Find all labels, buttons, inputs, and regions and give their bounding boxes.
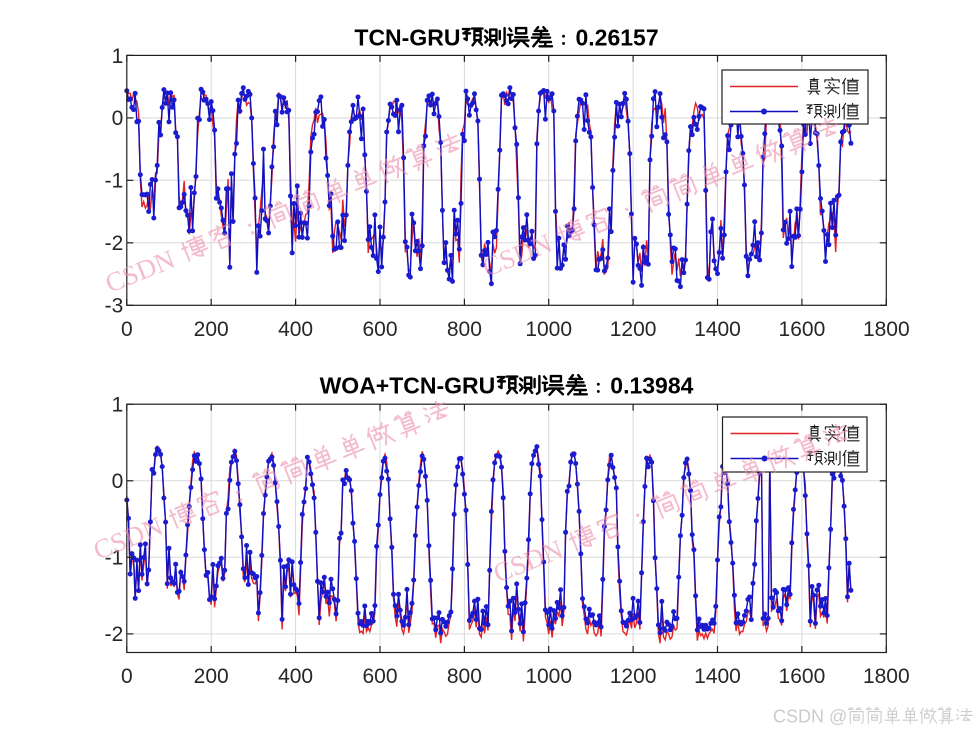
- svg-text:1400: 1400: [694, 318, 741, 341]
- svg-text:-1: -1: [105, 547, 124, 570]
- svg-text:1000: 1000: [525, 318, 572, 341]
- svg-text:0.13984: 0.13984: [610, 373, 693, 399]
- svg-text:WOA+TCN-GRU: WOA+TCN-GRU: [320, 373, 496, 399]
- svg-text:-1: -1: [105, 170, 124, 193]
- svg-text:400: 400: [278, 318, 313, 341]
- svg-text:200: 200: [194, 318, 229, 341]
- svg-text:-3: -3: [105, 295, 124, 318]
- svg-text:200: 200: [194, 665, 229, 688]
- svg-text:1800: 1800: [863, 665, 910, 688]
- svg-text:0: 0: [121, 665, 133, 688]
- svg-text:800: 800: [447, 665, 482, 688]
- svg-text:CSDN @: CSDN @: [773, 707, 847, 727]
- svg-text:0: 0: [112, 107, 124, 130]
- svg-text:1000: 1000: [525, 665, 572, 688]
- svg-text:1600: 1600: [779, 665, 826, 688]
- svg-text:0.26157: 0.26157: [576, 25, 659, 51]
- svg-text:800: 800: [447, 318, 482, 341]
- svg-text:1800: 1800: [863, 318, 910, 341]
- svg-text:0: 0: [112, 470, 124, 493]
- svg-text:400: 400: [278, 665, 313, 688]
- svg-text:-2: -2: [105, 623, 124, 646]
- svg-text:1400: 1400: [694, 665, 741, 688]
- svg-text:1: 1: [112, 394, 124, 417]
- svg-text:600: 600: [362, 665, 397, 688]
- svg-text:1600: 1600: [779, 318, 826, 341]
- svg-text:TCN-GRU: TCN-GRU: [354, 25, 460, 51]
- svg-text:600: 600: [362, 318, 397, 341]
- svg-text:-2: -2: [105, 232, 124, 255]
- svg-text:1200: 1200: [610, 318, 657, 341]
- svg-text:1: 1: [112, 45, 124, 68]
- svg-text:0: 0: [121, 318, 133, 341]
- svg-text:1200: 1200: [610, 665, 657, 688]
